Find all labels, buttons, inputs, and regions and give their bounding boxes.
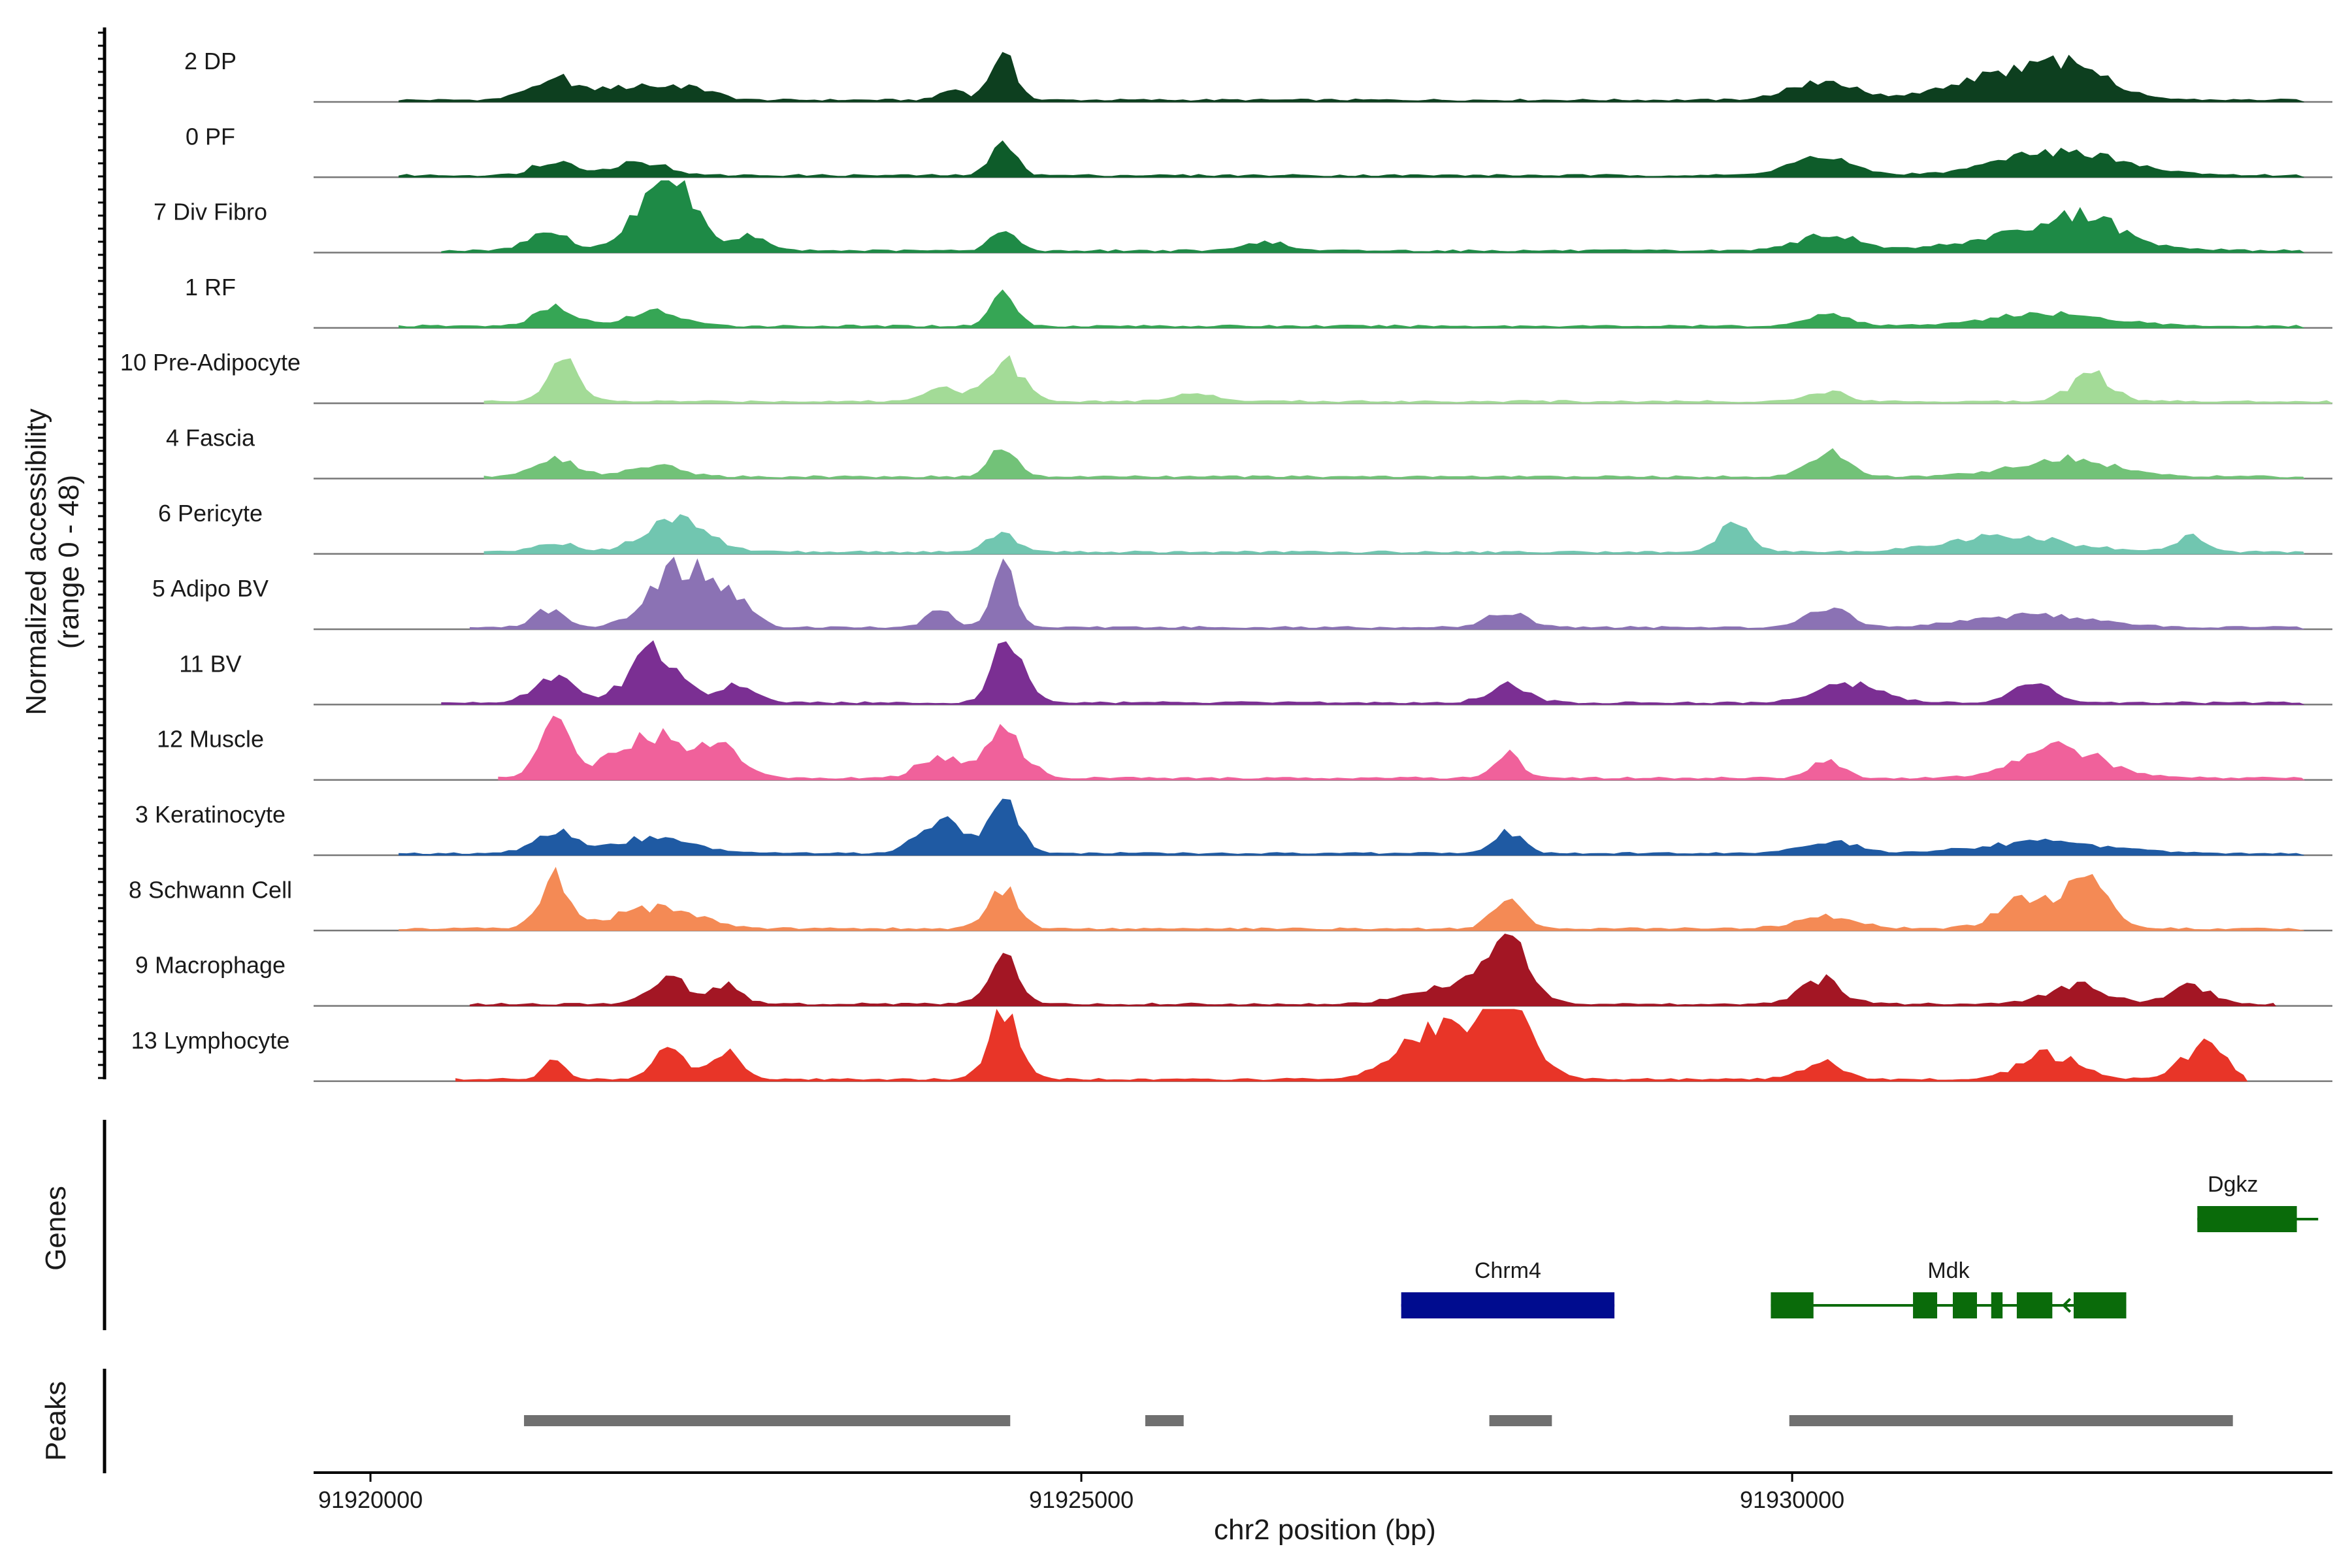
track-signal: [441, 180, 2304, 253]
gene-dgkz: Dgkz: [2197, 1172, 2319, 1232]
y-axis-range: (range 0 - 48): [53, 475, 85, 649]
track-5-adipo-bv: 5 Adipo BV: [152, 557, 2332, 630]
peaks-track: [524, 1415, 2233, 1426]
gene-exon: [1991, 1292, 2003, 1318]
track-label: 9 Macrophage: [135, 952, 286, 979]
track-signal: [483, 448, 2305, 479]
track-0-pf: 0 PF: [186, 123, 2332, 178]
peaks-label: Peaks: [40, 1381, 72, 1461]
track-4-fascia: 4 Fascia: [166, 425, 2332, 480]
gene-label: Mdk: [1927, 1258, 1970, 1283]
track-label: 12 Muscle: [157, 726, 264, 753]
track-label: 6 Pericyte: [158, 500, 263, 527]
genes-label: Genes: [40, 1186, 72, 1271]
x-tick-label: 91925000: [1029, 1486, 1134, 1513]
genes-track: Chrm4 Mdk Dgkz: [1401, 1172, 2319, 1318]
track-label: 1 RF: [185, 274, 236, 301]
track-signal: [399, 52, 2304, 103]
gene-mdk: Mdk: [1771, 1258, 2127, 1318]
gene-exon: [1913, 1292, 1938, 1318]
gene-label: Chrm4: [1475, 1258, 1541, 1283]
gene-exon: [1401, 1292, 1615, 1318]
track-2-dp: 2 DP: [184, 48, 2332, 103]
track-label: 5 Adipo BV: [152, 575, 269, 602]
track-label: 11 BV: [179, 650, 241, 677]
track-1-rf: 1 RF: [185, 274, 2332, 329]
strand-arrow-icon: [2061, 1298, 2072, 1313]
gene-exon: [1952, 1292, 1977, 1318]
strand-arrow-icon: [1403, 1298, 1413, 1313]
gene-exon: [2073, 1292, 2127, 1318]
gene-exon: [2016, 1292, 2053, 1318]
x-tick-label: 91930000: [1740, 1486, 1844, 1513]
track-signal: [399, 798, 2304, 856]
track-8-schwann-cell: 8 Schwann Cell: [129, 866, 2332, 932]
track-11-bv: 11 BV: [179, 640, 2332, 706]
track-signal: [441, 640, 2304, 705]
track-label: 3 Keratinocyte: [135, 801, 286, 828]
gene-exon: [1771, 1292, 1814, 1318]
x-axis-ticks: 91920000 91925000 91930000: [318, 1473, 1844, 1513]
x-axis-title: chr2 position (bp): [1214, 1514, 1436, 1546]
x-tick-label: 91920000: [318, 1486, 423, 1513]
peak-region-bar: [524, 1415, 1011, 1426]
track-7-div-fibro: 7 Div Fibro: [154, 180, 2332, 253]
track-10-pre-adipocyte: 10 Pre-Adipocyte: [120, 349, 2333, 404]
track-signal: [469, 557, 2304, 630]
track-13-lymphocyte: 13 Lymphocyte: [131, 1009, 2332, 1083]
track-9-macrophage: 9 Macrophage: [135, 934, 2332, 1007]
peak-region-bar: [1489, 1415, 1552, 1426]
track-label: 4 Fascia: [166, 425, 255, 451]
track-label: 8 Schwann Cell: [129, 876, 292, 903]
peak-region-bar: [1145, 1415, 1184, 1426]
track-label: 2 DP: [184, 48, 237, 74]
track-label: 10 Pre-Adipocyte: [120, 349, 301, 376]
y-axis: [98, 27, 106, 1079]
track-signal: [498, 715, 2305, 781]
track-label: 7 Div Fibro: [154, 199, 267, 225]
track-3-keratinocyte: 3 Keratinocyte: [135, 798, 2332, 857]
track-signal: [399, 289, 2304, 329]
track-signal: [483, 355, 2333, 404]
peak-region-bar: [1789, 1415, 2233, 1426]
gene-chrm4: Chrm4: [1401, 1258, 1615, 1318]
track-signal: [483, 514, 2305, 555]
gene-exon: [2197, 1206, 2297, 1232]
track-signal: [469, 934, 2277, 1007]
track-signal: [399, 140, 2304, 178]
track-6-pericyte: 6 Pericyte: [158, 500, 2332, 555]
tracks: 2 DP 0 PF 7 Div Fibro 1 RF 10 Pre-Adipocyte 4…: [120, 48, 2333, 1083]
track-label: 0 PF: [186, 123, 235, 150]
y-axis-title: Normalized accessibility: [20, 408, 52, 715]
track-signal: [455, 1009, 2248, 1082]
track-12-muscle: 12 Muscle: [157, 715, 2332, 781]
track-label: 13 Lymphocyte: [131, 1027, 290, 1054]
track-signal: [399, 866, 2304, 931]
gene-label: Dgkz: [2208, 1172, 2258, 1197]
